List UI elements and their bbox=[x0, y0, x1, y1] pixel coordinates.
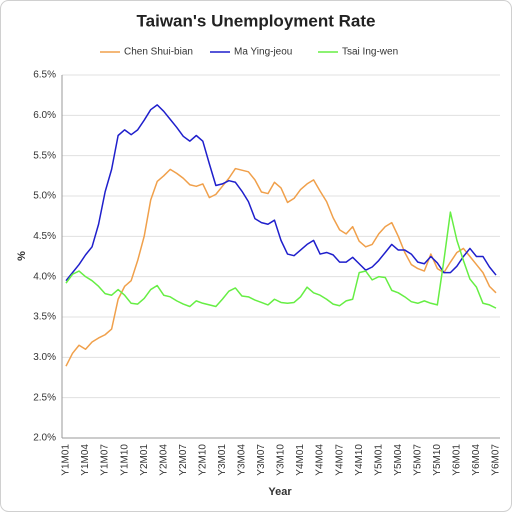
series-line bbox=[65, 167, 497, 367]
chart-title: Taiwan's Unemployment Rate bbox=[137, 11, 376, 30]
x-tick-label: Y6M04 bbox=[471, 444, 482, 476]
x-tick-label: Y4M01 bbox=[295, 444, 306, 476]
y-axis-title: % bbox=[16, 251, 28, 261]
y-tick-label: 6.0% bbox=[33, 110, 56, 121]
x-tick-label: Y3M07 bbox=[256, 444, 267, 476]
x-tick-label: Y5M01 bbox=[373, 444, 384, 476]
x-tick-label: Y3M01 bbox=[217, 444, 228, 476]
x-tick-label: Y5M04 bbox=[393, 444, 404, 476]
y-tick-label: 3.5% bbox=[33, 312, 56, 323]
x-tick-label: Y5M07 bbox=[412, 444, 423, 476]
x-tick-label: Y1M04 bbox=[80, 444, 91, 476]
x-tick-label: Y6M01 bbox=[452, 444, 463, 476]
legend-label: Ma Ying-jeou bbox=[234, 47, 292, 58]
x-tick-label: Y2M10 bbox=[197, 444, 208, 476]
x-tick-label: Y1M01 bbox=[61, 444, 72, 476]
x-tick-label: Y4M10 bbox=[354, 444, 365, 476]
x-tick-label: Y5M10 bbox=[432, 444, 443, 476]
y-tick-label: 2.0% bbox=[33, 433, 56, 444]
y-tick-label: 4.0% bbox=[33, 271, 56, 282]
x-tick-label: Y2M07 bbox=[178, 444, 189, 476]
x-tick-label: Y3M04 bbox=[237, 444, 248, 476]
series-line bbox=[65, 104, 497, 282]
x-tick-label: Y6M07 bbox=[491, 444, 502, 476]
x-tick-label: Y2M04 bbox=[158, 444, 169, 476]
y-tick-label: 6.5% bbox=[33, 70, 56, 81]
x-tick-label: Y2M01 bbox=[139, 444, 150, 476]
y-tick-label: 3.0% bbox=[33, 352, 56, 363]
x-tick-label: Y3M10 bbox=[276, 444, 287, 476]
series-line bbox=[65, 211, 497, 309]
y-tick-label: 5.5% bbox=[33, 150, 56, 161]
y-tick-label: 2.5% bbox=[33, 392, 56, 403]
y-tick-label: 5.0% bbox=[33, 191, 56, 202]
x-axis-title: Year bbox=[268, 486, 292, 498]
x-tick-label: Y4M07 bbox=[334, 444, 345, 476]
x-tick-label: Y1M07 bbox=[100, 444, 111, 476]
y-tick-label: 4.5% bbox=[33, 231, 56, 242]
legend-label: Tsai Ing-wen bbox=[342, 47, 398, 58]
legend-label: Chen Shui-bian bbox=[124, 47, 193, 58]
x-tick-label: Y4M04 bbox=[315, 444, 326, 476]
x-tick-label: Y1M10 bbox=[119, 444, 130, 476]
